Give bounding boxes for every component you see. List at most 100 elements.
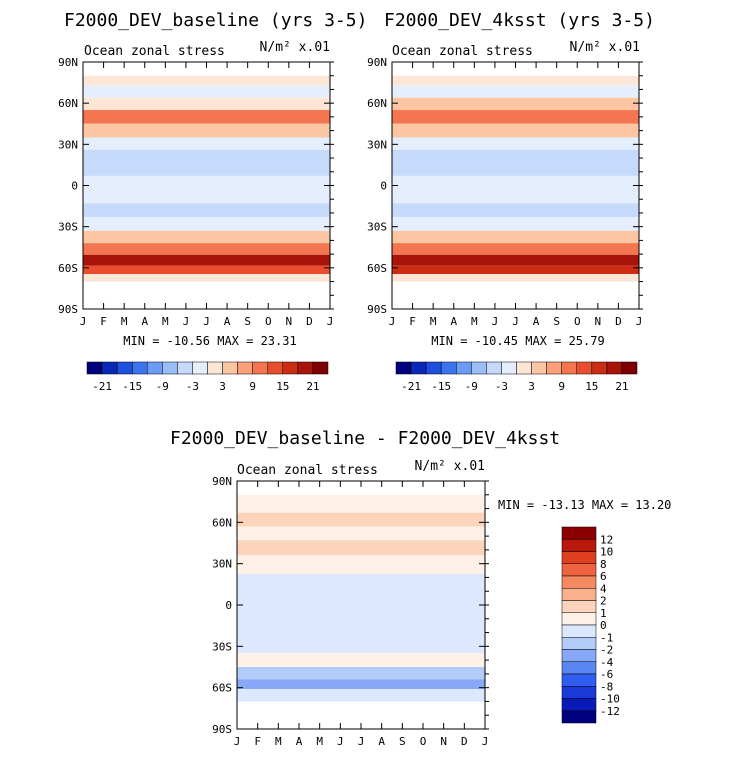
contour-band <box>392 230 639 244</box>
y-tick-label: 0 <box>225 599 232 612</box>
colorbar-swatch <box>395 361 412 375</box>
x-tick-label: J <box>512 315 519 328</box>
colorbar-label: 21 <box>615 380 628 393</box>
colorbar-label: 8 <box>600 558 607 571</box>
contour-band <box>237 512 485 527</box>
colorbar-label: 15 <box>276 380 289 393</box>
colorbar-swatch <box>222 361 238 375</box>
y-tick-label: 60N <box>212 516 232 529</box>
plot-area <box>391 61 640 310</box>
x-tick-label: O <box>420 735 427 748</box>
colorbar-label: -9 <box>156 380 169 393</box>
colorbar-swatch <box>516 361 532 375</box>
colorbar-swatch <box>561 575 597 589</box>
contour-band <box>392 254 639 266</box>
colorbar-label: -15 <box>122 380 142 393</box>
x-tick-label: J <box>183 315 190 328</box>
contour-band <box>237 667 485 680</box>
contour-band <box>83 149 330 163</box>
colorbar-label: -6 <box>600 668 613 681</box>
x-tick-label: M <box>275 735 282 748</box>
colorbar-swatch <box>86 361 103 375</box>
colorbar-swatch <box>501 361 517 375</box>
y-tick-label: 90N <box>212 475 232 488</box>
x-tick-label: D <box>615 315 622 328</box>
contour-band <box>83 230 330 244</box>
x-tick-label: M <box>316 735 323 748</box>
colorbar-label: -3 <box>495 380 508 393</box>
contour-band <box>83 123 330 138</box>
colorbar-swatch <box>561 673 597 687</box>
y-tick-label: 60N <box>58 97 78 110</box>
y-tick-label: 90S <box>367 303 387 316</box>
contour-band <box>392 217 639 231</box>
x-tick-label: D <box>306 315 313 328</box>
contour-band <box>237 653 485 667</box>
colorbar-label: 21 <box>306 380 319 393</box>
x-tick-label: M <box>162 315 169 328</box>
subtitle-right: N/m² x.01 <box>260 40 330 55</box>
contour-band <box>83 243 330 255</box>
y-tick-label: 60N <box>367 97 387 110</box>
x-tick-label: J <box>636 315 643 328</box>
colorbar-swatch <box>131 361 148 375</box>
contour-band <box>237 594 485 616</box>
x-tick-label: J <box>358 735 365 748</box>
colorbar-swatch <box>471 361 487 375</box>
contour-band <box>392 189 639 204</box>
panel-title: F2000_DEV_4ksst (yrs 3-5) <box>384 10 655 31</box>
colorbar-label: 2 <box>600 595 607 608</box>
colorbar-swatch <box>561 698 597 711</box>
colorbar-swatch <box>606 361 623 375</box>
colorbar-swatch <box>267 361 284 375</box>
contour-band <box>237 574 485 595</box>
x-tick-label: J <box>234 735 241 748</box>
colorbar-label: 0 <box>600 619 607 632</box>
x-tick-label: J <box>203 315 210 328</box>
contour-band <box>392 110 639 124</box>
x-tick-label: O <box>265 315 272 328</box>
colorbar-swatch <box>237 361 253 375</box>
colorbar-label: 10 <box>600 546 613 559</box>
x-tick-label: N <box>440 735 447 748</box>
min-max-label: MIN = -10.45 MAX = 25.79 <box>431 334 604 348</box>
colorbar-label: -21 <box>401 380 421 393</box>
contour-band <box>237 494 485 513</box>
colorbar-label: 3 <box>219 380 226 393</box>
min-max-label: MIN = -13.13 MAX = 13.20 <box>498 498 671 512</box>
panel-difference: F2000_DEV_baseline - F2000_DEV_4ksst Oce… <box>170 428 671 748</box>
colorbar-label: 4 <box>600 582 607 595</box>
subtitle-left: Ocean zonal stress <box>84 44 225 59</box>
colorbar-label: 9 <box>558 380 565 393</box>
panel-baseline: F2000_DEV_baseline (yrs 3-5) Ocean zonal… <box>58 10 367 393</box>
colorbar-swatch <box>252 361 268 375</box>
colorbar-label: -3 <box>186 380 199 393</box>
y-tick-label: 60S <box>58 262 78 275</box>
contour-band <box>83 274 330 282</box>
x-tick-label: A <box>224 315 231 328</box>
contour-band <box>392 243 639 255</box>
x-tick-label: J <box>80 315 87 328</box>
x-tick-label: O <box>574 315 581 328</box>
panel-4ksst: F2000_DEV_4ksst (yrs 3-5) Ocean zonal st… <box>367 10 655 393</box>
subtitle-left: Ocean zonal stress <box>392 44 533 59</box>
y-tick-label: 90N <box>58 56 78 69</box>
y-tick-label: 90N <box>367 56 387 69</box>
contour-band <box>83 85 330 98</box>
contour-band <box>83 189 330 204</box>
colorbar-swatch <box>561 600 597 613</box>
y-tick-label: 90S <box>58 303 78 316</box>
colorbar-swatch <box>162 361 178 375</box>
contour-band <box>83 75 330 86</box>
y-tick-label: 30S <box>367 221 387 234</box>
colorbar-swatch <box>456 361 472 375</box>
plot-area <box>236 480 486 730</box>
contour-band <box>237 540 485 556</box>
colorbar-swatch <box>561 551 597 564</box>
contour-band <box>392 203 639 218</box>
contour-band <box>392 162 639 176</box>
colorbar-swatch <box>207 361 223 375</box>
